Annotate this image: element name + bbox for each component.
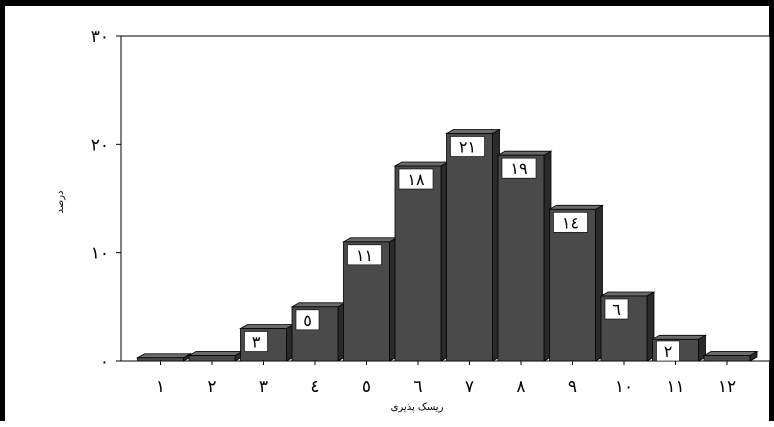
y-tick-label: ٣٠ bbox=[91, 27, 109, 47]
y-tick-label: ٢٠ bbox=[91, 135, 109, 155]
bar-top bbox=[496, 150, 553, 156]
x-tick-label: ٣ bbox=[259, 377, 268, 397]
data-label: ٣ bbox=[252, 333, 261, 352]
bar bbox=[549, 208, 596, 362]
data-label: ٦ bbox=[612, 300, 621, 319]
bar-top bbox=[702, 351, 759, 356]
x-tick-label: ٩ bbox=[568, 377, 577, 397]
bar bbox=[703, 355, 751, 362]
bar bbox=[188, 355, 236, 362]
x-tick-label: ٦ bbox=[413, 377, 422, 397]
bar-top bbox=[599, 291, 656, 297]
bar-top bbox=[135, 353, 193, 359]
x-tick-label: ٧ bbox=[465, 377, 474, 397]
data-label: ١٩ bbox=[510, 159, 527, 178]
bar-top bbox=[187, 351, 244, 356]
bar bbox=[497, 154, 545, 362]
y-tick-label: ٠ bbox=[100, 352, 109, 372]
x-tick-label: ٨ bbox=[516, 377, 525, 397]
x-tick-label: ١٠ bbox=[615, 377, 633, 397]
y-axis-title: درصد bbox=[55, 190, 66, 213]
data-label-box bbox=[295, 309, 320, 331]
bar bbox=[394, 165, 442, 362]
x-tick-label: ٢ bbox=[207, 377, 216, 397]
bar-top bbox=[238, 324, 296, 329]
x-tick-label: ١ bbox=[156, 377, 165, 397]
bar-top bbox=[341, 237, 399, 243]
bar-top bbox=[290, 302, 347, 308]
bar-top bbox=[650, 334, 708, 340]
data-label: ١٨ bbox=[407, 170, 425, 189]
bar bbox=[137, 357, 184, 362]
data-label-box bbox=[604, 298, 629, 320]
y-tick-label: ١٠ bbox=[91, 244, 109, 264]
x-tick-label: ٥ bbox=[362, 377, 371, 397]
x-tick-label: ٤ bbox=[310, 377, 319, 397]
x-axis-title: ریسک پذیری bbox=[391, 402, 444, 413]
data-label-box bbox=[347, 244, 382, 266]
data-label-box bbox=[501, 157, 537, 179]
data-label: ٢ bbox=[664, 342, 673, 361]
data-label-box bbox=[398, 168, 434, 190]
x-tick-label: ١٢ bbox=[718, 377, 736, 397]
data-label: ٢١ bbox=[459, 138, 476, 157]
bar bbox=[446, 133, 493, 362]
data-label-box bbox=[244, 331, 268, 352]
data-label-box bbox=[553, 212, 588, 233]
bar-top bbox=[393, 161, 450, 167]
data-label: ١٤ bbox=[562, 213, 579, 232]
x-tick-label: ١١ bbox=[666, 377, 684, 397]
bar-top bbox=[547, 204, 605, 210]
data-label-box bbox=[656, 340, 680, 362]
bar-top bbox=[444, 129, 502, 134]
data-label: ١١ bbox=[356, 246, 373, 265]
data-label-box bbox=[450, 136, 485, 157]
data-label: ٥ bbox=[303, 311, 312, 330]
